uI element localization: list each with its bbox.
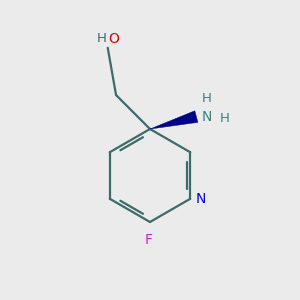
Text: H: H: [96, 32, 106, 45]
Polygon shape: [150, 111, 198, 129]
Text: O: O: [108, 32, 119, 46]
Text: N: N: [202, 110, 212, 124]
Text: H: H: [220, 112, 229, 125]
Text: H: H: [202, 92, 212, 105]
Text: F: F: [145, 233, 152, 248]
Text: N: N: [196, 192, 206, 206]
